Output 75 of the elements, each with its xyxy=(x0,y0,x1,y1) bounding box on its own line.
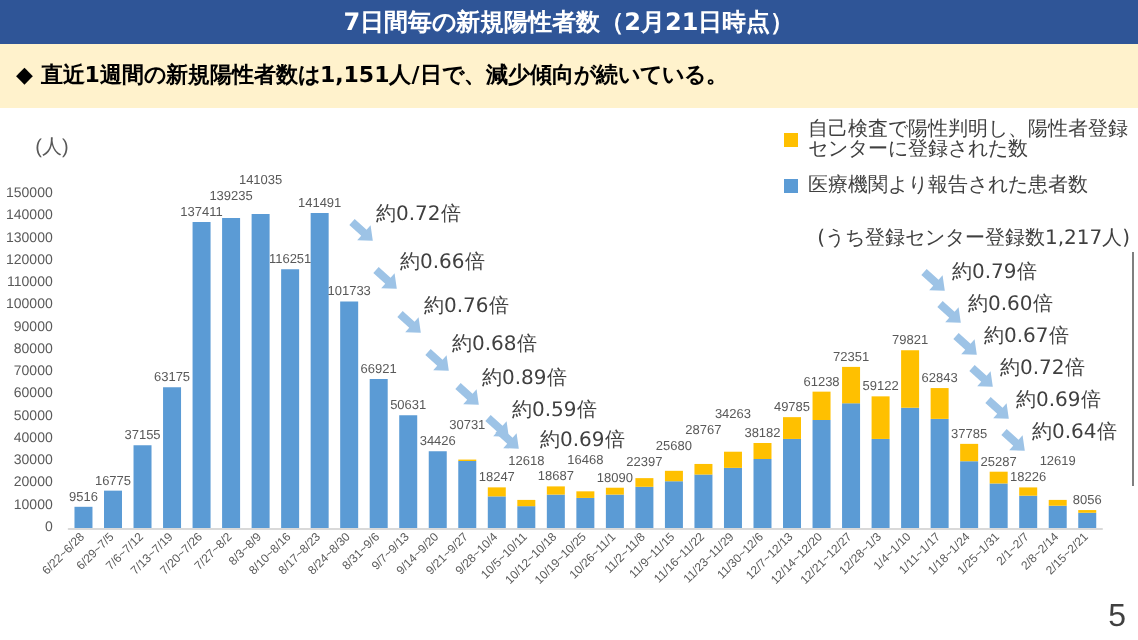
annotation: 約0.67倍 xyxy=(984,324,1069,348)
bar xyxy=(664,481,683,528)
bar xyxy=(192,222,211,528)
bar xyxy=(517,499,536,507)
bar xyxy=(753,442,772,459)
bar xyxy=(104,490,122,528)
bar xyxy=(517,506,536,528)
bar xyxy=(871,438,890,528)
bar xyxy=(281,269,300,528)
annotation: 約0.68倍 xyxy=(452,332,537,356)
bar xyxy=(487,487,506,497)
bar xyxy=(1019,487,1038,496)
bar xyxy=(753,458,772,528)
bar xyxy=(930,418,949,528)
chart-subtitle: ◆ 直近1週間の新規陽性者数は1,151人/日で、減少傾向が続いている。 xyxy=(0,44,1138,108)
bar xyxy=(576,497,595,528)
bar xyxy=(1048,505,1067,528)
bar xyxy=(1078,512,1097,528)
bar xyxy=(163,387,182,528)
bar xyxy=(605,487,624,495)
annotation: 約0.76倍 xyxy=(424,294,509,318)
annotation: 約0.72倍 xyxy=(376,202,461,226)
bar xyxy=(546,486,565,495)
annotation: (うち登録センター登録数1,217人) xyxy=(817,226,1131,250)
bar xyxy=(930,388,949,419)
bar xyxy=(310,212,329,528)
bar xyxy=(960,461,979,528)
bar xyxy=(369,378,388,528)
annotation: 約0.89倍 xyxy=(482,366,567,390)
text: 5 xyxy=(1108,600,1127,634)
bar xyxy=(783,417,802,439)
bar xyxy=(487,496,506,528)
bar xyxy=(694,463,713,475)
annotation: 約0.60倍 xyxy=(968,292,1053,316)
chart-title: 7日間毎の新規陽性者数（2月21日時点） xyxy=(0,0,1138,44)
bar xyxy=(635,486,654,528)
bar xyxy=(399,415,418,528)
bar xyxy=(694,474,713,528)
legend-label: 医療機関より報告された患者数 xyxy=(808,173,1088,197)
annotation: 約0.66倍 xyxy=(400,250,485,274)
bar xyxy=(428,451,447,528)
bar xyxy=(664,470,683,482)
bar xyxy=(133,445,152,528)
annotation: 約0.69倍 xyxy=(540,428,625,452)
bar xyxy=(783,438,802,528)
bar xyxy=(723,467,742,528)
bar xyxy=(576,491,595,498)
bar xyxy=(960,443,979,462)
annotation: 約0.79倍 xyxy=(952,260,1037,284)
bar xyxy=(546,494,565,528)
annotation: 約0.72倍 xyxy=(1000,356,1085,380)
bar xyxy=(812,391,831,421)
bar xyxy=(1019,495,1038,528)
bar xyxy=(901,350,920,408)
bar xyxy=(222,217,241,528)
y-axis-title: (人) xyxy=(35,137,69,159)
bar xyxy=(605,494,624,528)
bar xyxy=(723,451,742,468)
bar xyxy=(74,506,93,528)
bar xyxy=(812,420,831,528)
annotation: 約0.64倍 xyxy=(1032,420,1117,444)
bar xyxy=(901,407,920,528)
bar xyxy=(871,396,890,439)
bar xyxy=(635,478,654,487)
bar xyxy=(989,471,1008,484)
annotation: 約0.59倍 xyxy=(512,398,597,422)
annotation: 約0.69倍 xyxy=(1016,388,1101,412)
bar xyxy=(251,213,270,528)
bar xyxy=(1048,499,1067,506)
legend-label: 自己検査で陽性判明し、陽性者登録センターに登録された数 xyxy=(808,117,1128,161)
bar xyxy=(340,301,359,528)
bar xyxy=(842,366,861,404)
bar xyxy=(842,403,861,528)
bar xyxy=(989,483,1008,528)
bar xyxy=(458,460,477,528)
